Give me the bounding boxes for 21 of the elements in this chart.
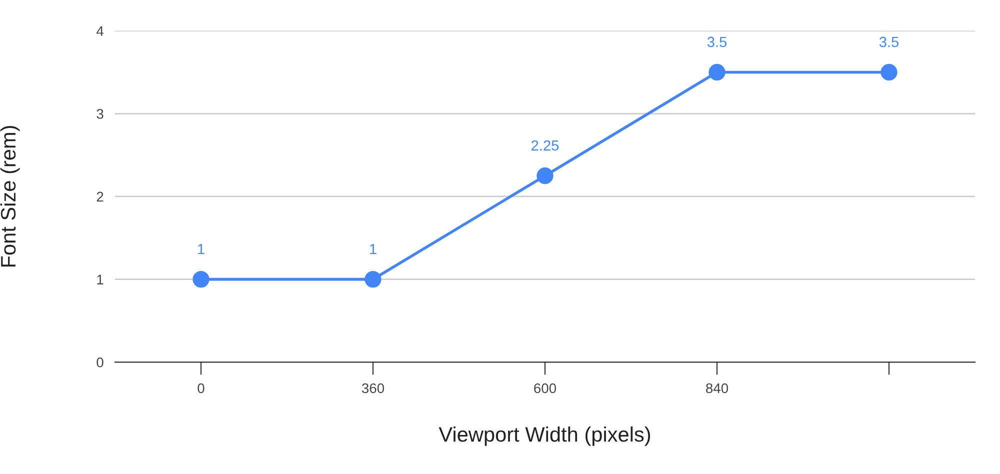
x-tick-label: 0 [198,383,204,394]
x-tick-label: 840 [706,383,728,394]
y-tick-label: 2 [96,192,104,202]
point [536,167,554,184]
x-tick-label: 360 [362,383,384,394]
y-tick-label: 4 [96,26,104,36]
x-axis-title: Viewport Width (pixels) [438,426,650,446]
data-label: 3.5 [879,36,899,48]
data-label: 3.5 [707,36,727,48]
point [364,270,382,288]
y-tick-label: 3 [96,108,104,119]
point [708,64,726,81]
point [880,64,898,81]
data-label: 1 [370,244,376,254]
point [192,270,210,288]
data-label: 1 [198,244,204,254]
y-tick-label: 0 [96,357,104,368]
y-axis-title: Font Size (rem) [0,126,20,267]
y-tick-label: 1 [97,274,104,284]
data-label: 2.25 [532,140,559,151]
x-tick-label: 600 [534,383,556,394]
